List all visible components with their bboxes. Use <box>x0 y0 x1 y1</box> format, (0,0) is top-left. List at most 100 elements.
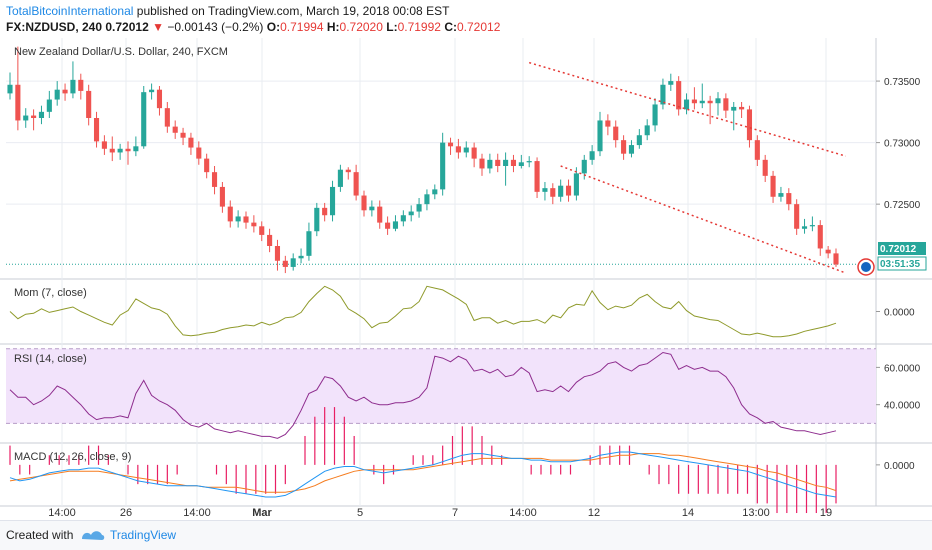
candle-body <box>518 162 524 166</box>
candle <box>7 72 13 100</box>
candle-body <box>196 147 202 159</box>
candle-body <box>825 249 831 254</box>
candle-body <box>54 89 60 100</box>
candle-body <box>416 204 422 212</box>
candle-body <box>133 146 139 152</box>
close-value: 0.72012 <box>456 20 501 34</box>
time-label: 14:00 <box>48 507 76 519</box>
last-price: 0.72012 <box>105 20 149 34</box>
candle <box>38 105 45 125</box>
candle-body <box>463 147 469 153</box>
candle <box>597 111 603 157</box>
candle <box>833 248 839 267</box>
candle <box>416 198 422 218</box>
candle-body <box>589 151 595 160</box>
candle <box>400 210 406 227</box>
time-label: Mar <box>252 507 272 519</box>
time-label: 26 <box>120 507 132 519</box>
candle-body <box>204 158 210 173</box>
candle-body <box>337 169 343 187</box>
candle-body <box>479 158 485 169</box>
candle <box>825 246 831 259</box>
candle <box>691 87 697 110</box>
candle-body <box>526 161 532 163</box>
candle <box>762 154 768 182</box>
candle-body <box>817 225 823 249</box>
candle <box>188 132 194 155</box>
candle <box>408 205 414 222</box>
candle-body <box>385 222 391 229</box>
price-change: −0.00143 (−0.2%) <box>167 20 264 34</box>
countdown-tag: 03:51:35 <box>877 256 927 271</box>
low-value: 0.71992 <box>397 20 441 34</box>
candle <box>707 95 713 125</box>
candle-body <box>628 145 635 154</box>
time-label: 5 <box>357 507 363 519</box>
candle <box>542 182 548 201</box>
candle-body <box>70 79 76 94</box>
tradingview-brand[interactable]: TradingView <box>110 528 177 542</box>
published-info: published on TradingView.com, March 19, … <box>136 4 450 18</box>
candle <box>15 46 21 131</box>
candle-body <box>613 126 619 141</box>
candle <box>196 141 202 165</box>
candle-body <box>314 207 320 232</box>
candle-body <box>660 84 666 105</box>
candle <box>109 136 115 162</box>
last-price-tag-text: 0.72012 <box>880 244 917 255</box>
footer-bar: Created with TradingView <box>0 520 932 550</box>
candle <box>510 154 517 173</box>
candle <box>298 248 304 264</box>
price-tick-label: 0.72500 <box>884 200 921 211</box>
candle-body <box>503 159 509 166</box>
candle <box>534 157 540 198</box>
candle-body <box>408 211 414 216</box>
candle-body <box>156 89 163 109</box>
candle <box>23 108 29 128</box>
candle-body <box>754 140 760 160</box>
candle <box>353 164 359 201</box>
mom-tick-label: 0.0000 <box>884 308 915 319</box>
candlestick-series <box>7 46 839 274</box>
candle <box>377 200 383 229</box>
candle <box>636 129 642 149</box>
candle-body <box>101 141 107 149</box>
candle <box>455 138 461 159</box>
price-tick-label: 0.73000 <box>884 139 921 150</box>
candle <box>235 210 241 228</box>
symbol-line: FX:NZDUSD, 240 0.72012 ▼ −0.00143 (−0.2%… <box>6 20 500 34</box>
candle <box>723 93 729 118</box>
chart-canvas[interactable]: 0.73500 0.73000 0.72500 0.0000 60.0000 40.000… <box>0 0 932 520</box>
down-arrow-icon: ▼ <box>152 20 164 34</box>
trend-line <box>528 61 847 157</box>
candle-body <box>125 148 131 152</box>
candle-body <box>424 194 430 205</box>
candle <box>361 190 367 217</box>
candle-body <box>7 84 13 94</box>
candle-body <box>38 111 45 118</box>
high-label: H: <box>326 20 340 34</box>
candle <box>628 140 635 158</box>
rsi-pane-title: RSI (14, close) <box>14 353 87 365</box>
candle-body <box>644 125 650 136</box>
author-link[interactable]: TotalBitcoinInternational <box>6 4 134 18</box>
candle <box>683 93 690 115</box>
candle <box>117 143 123 160</box>
candle-body <box>141 92 147 147</box>
time-label: 14:00 <box>509 507 537 519</box>
candle <box>282 255 288 274</box>
publish-line: TotalBitcoinInternational published on T… <box>6 4 449 18</box>
candle <box>794 199 800 235</box>
candle-body <box>235 216 241 222</box>
candle-body <box>455 146 461 153</box>
candle-body <box>778 193 784 197</box>
candle <box>259 221 265 242</box>
candle <box>573 167 579 201</box>
candle <box>746 105 753 148</box>
flag-icon[interactable] <box>857 258 875 276</box>
candle <box>211 166 218 195</box>
candle-body <box>109 148 115 153</box>
candle-body <box>510 159 517 166</box>
symbol-label: FX:NZDUSD, 240 <box>6 20 103 34</box>
